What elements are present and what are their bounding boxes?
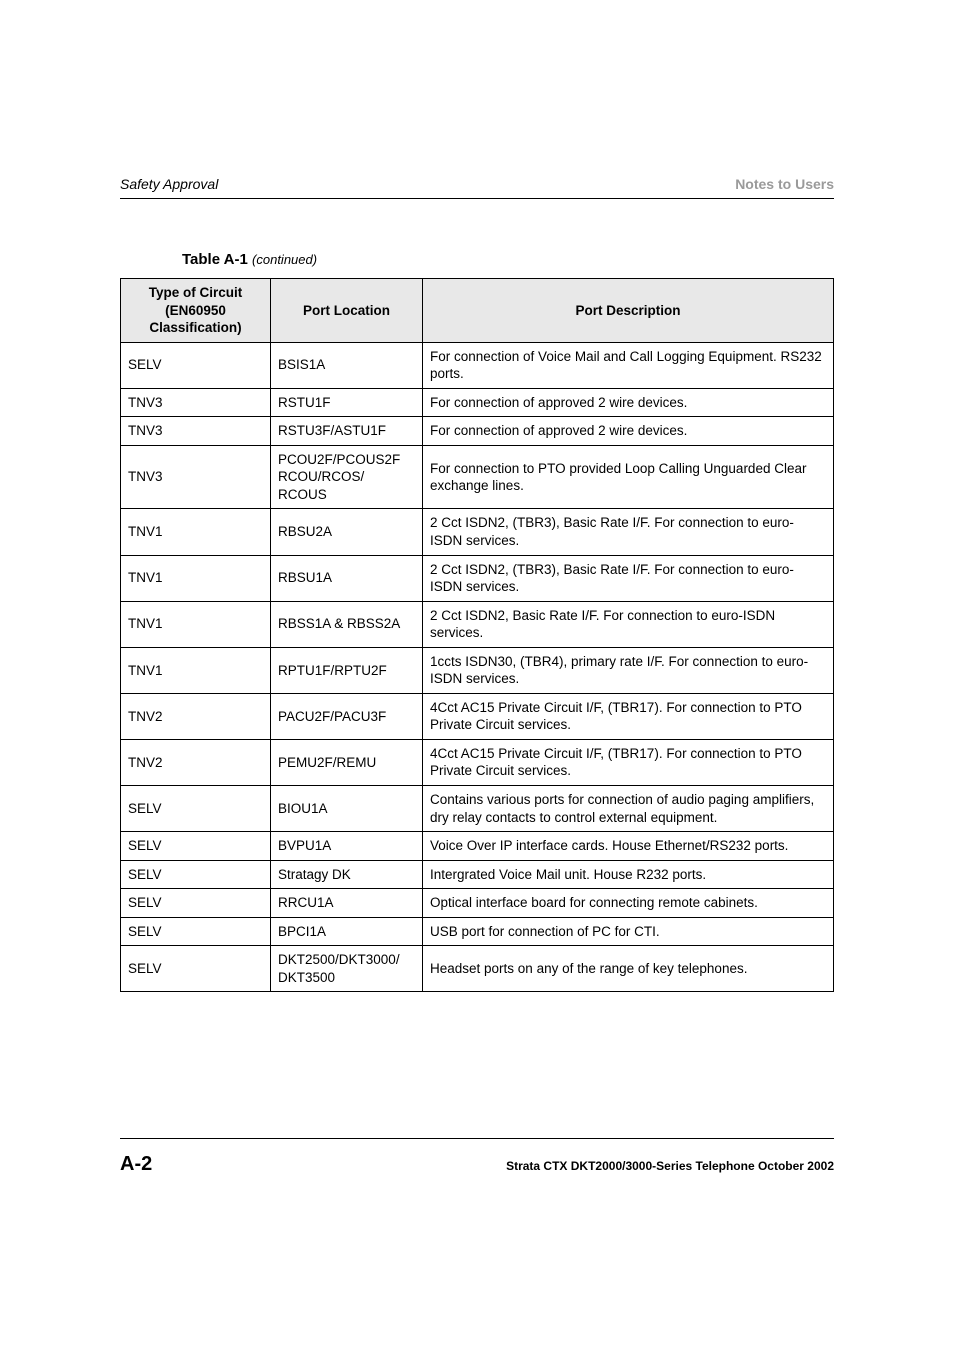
cell-loc: BPCI1A <box>271 917 423 946</box>
cell-loc: RBSS1A & RBSS2A <box>271 601 423 647</box>
table-row: TNV1RBSS1A & RBSS2A2 Cct ISDN2, Basic Ra… <box>121 601 834 647</box>
cell-type: SELV <box>121 342 271 388</box>
cell-loc: RRCU1A <box>271 889 423 918</box>
cell-desc: 1ccts ISDN30, (TBR4), primary rate I/F. … <box>423 647 834 693</box>
cell-loc: BVPU1A <box>271 832 423 861</box>
cell-type: SELV <box>121 786 271 832</box>
cell-loc: RPTU1F/RPTU2F <box>271 647 423 693</box>
cell-desc: Headset ports on any of the range of key… <box>423 946 834 992</box>
table-row: TNV3RSTU1FFor connection of approved 2 w… <box>121 388 834 417</box>
col-header-type: Type of Circuit (EN60950 Classification) <box>121 279 271 343</box>
table-row: TNV1RPTU1F/RPTU2F1ccts ISDN30, (TBR4), p… <box>121 647 834 693</box>
cell-type: SELV <box>121 860 271 889</box>
cell-desc: 2 Cct ISDN2, Basic Rate I/F. For connect… <box>423 601 834 647</box>
cell-type: SELV <box>121 832 271 861</box>
header-right: Notes to Users <box>735 176 834 192</box>
cell-desc: USB port for connection of PC for CTI. <box>423 917 834 946</box>
header-left: Safety Approval <box>120 176 218 192</box>
cell-loc: RSTU3F/ASTU1F <box>271 417 423 446</box>
circuit-table: Type of Circuit (EN60950 Classification)… <box>120 278 834 992</box>
footer-rule <box>120 1138 834 1139</box>
table-row: SELVBSIS1AFor connection of Voice Mail a… <box>121 342 834 388</box>
cell-desc: Intergrated Voice Mail unit. House R232 … <box>423 860 834 889</box>
table-row: TNV2PEMU2F/REMU4Cct AC15 Private Circuit… <box>121 739 834 785</box>
table-row: TNV2PACU2F/PACU3F4Cct AC15 Private Circu… <box>121 693 834 739</box>
cell-loc: PCOU2F/PCOUS2F RCOU/RCOS/ RCOUS <box>271 445 423 509</box>
cell-type: TNV3 <box>121 388 271 417</box>
cell-type: TNV1 <box>121 555 271 601</box>
table-row: SELVBVPU1AVoice Over IP interface cards.… <box>121 832 834 861</box>
cell-type: TNV3 <box>121 445 271 509</box>
cell-desc: For connection of Voice Mail and Call Lo… <box>423 342 834 388</box>
footer-row: A-2 Strata CTX DKT2000/3000-Series Telep… <box>120 1153 834 1176</box>
cell-loc: RBSU1A <box>271 555 423 601</box>
cell-type: SELV <box>121 889 271 918</box>
table-row: TNV3PCOU2F/PCOUS2F RCOU/RCOS/ RCOUSFor c… <box>121 445 834 509</box>
cell-loc: RSTU1F <box>271 388 423 417</box>
table-row: SELVStratagy DKIntergrated Voice Mail un… <box>121 860 834 889</box>
table-row: TNV3RSTU3F/ASTU1FFor connection of appro… <box>121 417 834 446</box>
cell-type: TNV1 <box>121 601 271 647</box>
running-header: Safety Approval Notes to Users <box>120 176 834 199</box>
table-caption: Table A-1 (continued) <box>182 251 834 268</box>
cell-type: TNV1 <box>121 509 271 555</box>
cell-desc: For connection of approved 2 wire device… <box>423 388 834 417</box>
cell-type: SELV <box>121 917 271 946</box>
page-number: A-2 <box>120 1153 152 1176</box>
cell-type: TNV2 <box>121 739 271 785</box>
table-row: SELVRRCU1AOptical interface board for co… <box>121 889 834 918</box>
page: Safety Approval Notes to Users Table A-1… <box>0 0 954 1351</box>
cell-desc: For connection of approved 2 wire device… <box>423 417 834 446</box>
cell-desc: Optical interface board for connecting r… <box>423 889 834 918</box>
cell-loc: BSIS1A <box>271 342 423 388</box>
cell-loc: DKT2500/DKT3000/ DKT3500 <box>271 946 423 992</box>
footer-doc-title: Strata CTX DKT2000/3000-Series Telephone… <box>506 1159 834 1173</box>
table-row: TNV1RBSU2A2 Cct ISDN2, (TBR3), Basic Rat… <box>121 509 834 555</box>
caption-label: Table A-1 <box>182 251 248 268</box>
cell-loc: BIOU1A <box>271 786 423 832</box>
table-row: SELVDKT2500/DKT3000/ DKT3500Headset port… <box>121 946 834 992</box>
cell-desc: For connection to PTO provided Loop Call… <box>423 445 834 509</box>
table-header-row: Type of Circuit (EN60950 Classification)… <box>121 279 834 343</box>
table-row: SELVBIOU1AContains various ports for con… <box>121 786 834 832</box>
caption-suffix: (continued) <box>252 252 317 267</box>
cell-desc: 4Cct AC15 Private Circuit I/F, (TBR17). … <box>423 693 834 739</box>
cell-type: TNV2 <box>121 693 271 739</box>
col-header-description: Port Description <box>423 279 834 343</box>
cell-desc: Voice Over IP interface cards. House Eth… <box>423 832 834 861</box>
cell-desc: Contains various ports for connection of… <box>423 786 834 832</box>
table-row: TNV1RBSU1A2 Cct ISDN2, (TBR3), Basic Rat… <box>121 555 834 601</box>
cell-desc: 4Cct AC15 Private Circuit I/F, (TBR17). … <box>423 739 834 785</box>
table-body: SELVBSIS1AFor connection of Voice Mail a… <box>121 342 834 992</box>
table-row: SELVBPCI1AUSB port for connection of PC … <box>121 917 834 946</box>
cell-type: TNV3 <box>121 417 271 446</box>
cell-desc: 2 Cct ISDN2, (TBR3), Basic Rate I/F. For… <box>423 509 834 555</box>
cell-loc: Stratagy DK <box>271 860 423 889</box>
footer: A-2 Strata CTX DKT2000/3000-Series Telep… <box>120 1138 834 1176</box>
cell-desc: 2 Cct ISDN2, (TBR3), Basic Rate I/F. For… <box>423 555 834 601</box>
col-header-location: Port Location <box>271 279 423 343</box>
cell-loc: PEMU2F/REMU <box>271 739 423 785</box>
cell-type: TNV1 <box>121 647 271 693</box>
cell-type: SELV <box>121 946 271 992</box>
cell-loc: PACU2F/PACU3F <box>271 693 423 739</box>
cell-loc: RBSU2A <box>271 509 423 555</box>
